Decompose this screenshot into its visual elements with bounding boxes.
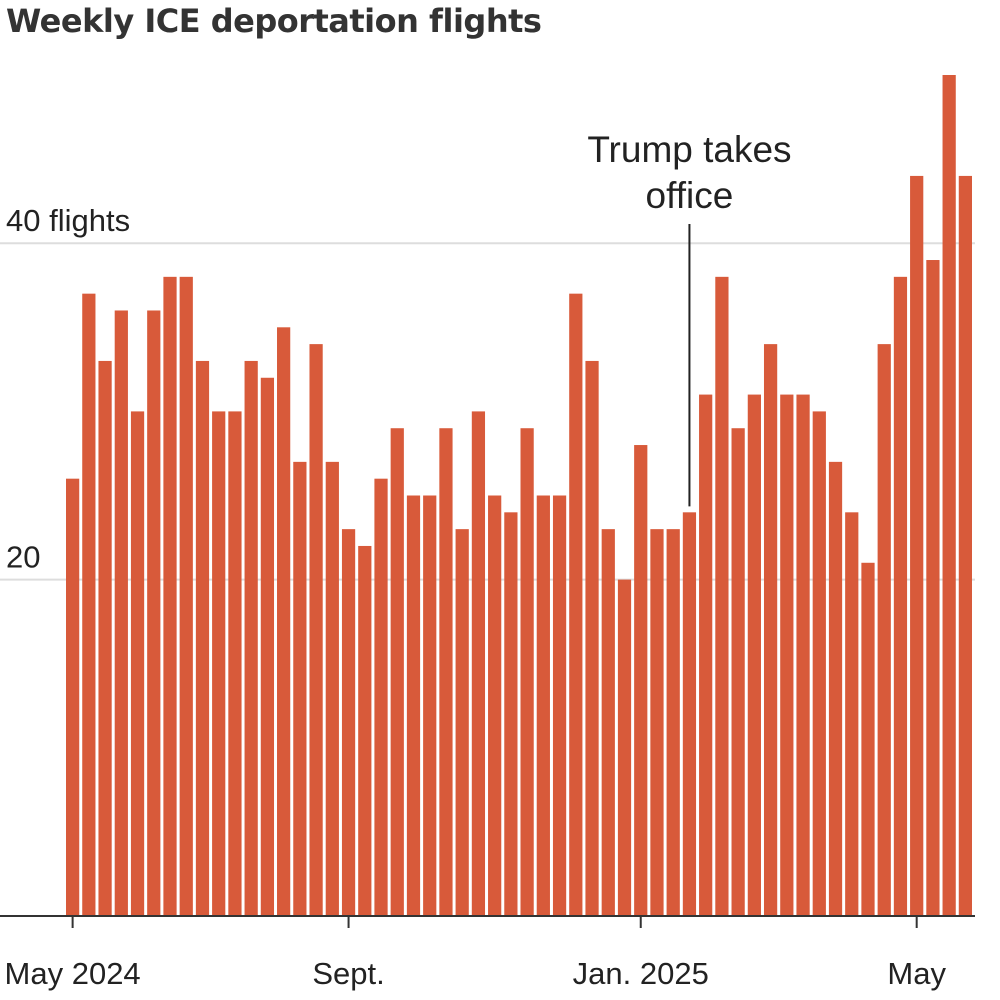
x-tick-label-0: May 2024 <box>5 956 141 991</box>
bar-28 <box>520 428 534 916</box>
bar-48 <box>845 512 859 916</box>
y-axis-labels: 20 40 flights <box>6 203 130 574</box>
bar-14 <box>293 461 307 916</box>
bar-10 <box>228 411 242 916</box>
bar-20 <box>390 428 404 916</box>
bar-46 <box>812 411 826 916</box>
bar-37 <box>666 529 680 916</box>
bar-25 <box>471 411 486 916</box>
bar-51 <box>893 276 908 917</box>
y-tick-label-20: 20 <box>6 540 40 575</box>
bar-15 <box>309 344 323 916</box>
bar-34 <box>617 579 632 916</box>
bar-29 <box>536 495 550 916</box>
bar-8 <box>195 360 210 916</box>
bar-40 <box>715 276 729 917</box>
bar-17 <box>341 529 356 916</box>
bar-12 <box>260 377 275 916</box>
x-tick-label-2: Jan. 2025 <box>573 956 709 991</box>
bar-53 <box>926 260 940 916</box>
bar-9 <box>212 411 226 916</box>
bar-24 <box>455 529 469 916</box>
bar-4 <box>130 411 145 916</box>
bar-32 <box>585 360 599 916</box>
bar-54 <box>942 75 956 916</box>
bar-23 <box>439 428 453 916</box>
bar-52 <box>910 175 924 917</box>
bar-45 <box>796 394 810 917</box>
bar-33 <box>601 529 615 916</box>
bar-39 <box>699 394 713 917</box>
bar-22 <box>423 495 437 916</box>
bar-11 <box>244 360 258 916</box>
x-tick-label-1: Sept. <box>312 956 384 991</box>
bar-16 <box>325 461 339 916</box>
bar-26 <box>488 495 502 916</box>
bar-43 <box>763 344 778 916</box>
bar-2 <box>98 360 112 916</box>
bar-0 <box>66 478 80 916</box>
x-axis: May 2024 Sept. Jan. 2025 May <box>0 915 975 991</box>
chart-title: Weekly ICE deportation flights <box>6 2 542 40</box>
bar-19 <box>374 478 388 916</box>
annotation: Trump takes office <box>587 129 792 507</box>
bar-36 <box>650 529 664 916</box>
annotation-text-line-1: office <box>646 175 734 216</box>
bar-31 <box>569 293 583 916</box>
bar-38 <box>682 512 697 916</box>
bar-1 <box>82 293 96 916</box>
bar-47 <box>828 461 843 916</box>
bar-27 <box>504 512 518 916</box>
bar-18 <box>358 545 372 916</box>
bar-3 <box>114 310 128 917</box>
bar-30 <box>552 495 567 916</box>
bar-44 <box>780 394 794 917</box>
bar-13 <box>277 327 291 916</box>
gridlines <box>0 242 975 581</box>
bar-50 <box>877 344 891 916</box>
x-tick-label-3: May <box>887 956 946 991</box>
bar-42 <box>747 394 761 917</box>
bar-6 <box>163 276 177 917</box>
bar-41 <box>731 428 745 916</box>
y-tick-label-40: 40 flights <box>6 203 130 238</box>
bar-7 <box>179 276 193 917</box>
bar-49 <box>861 562 875 916</box>
annotation-text-line-0: Trump takes <box>587 129 791 170</box>
bar-55 <box>958 175 972 917</box>
bars <box>66 75 972 917</box>
bar-5 <box>147 310 161 917</box>
bar-21 <box>406 495 421 916</box>
bar-35 <box>634 445 648 916</box>
